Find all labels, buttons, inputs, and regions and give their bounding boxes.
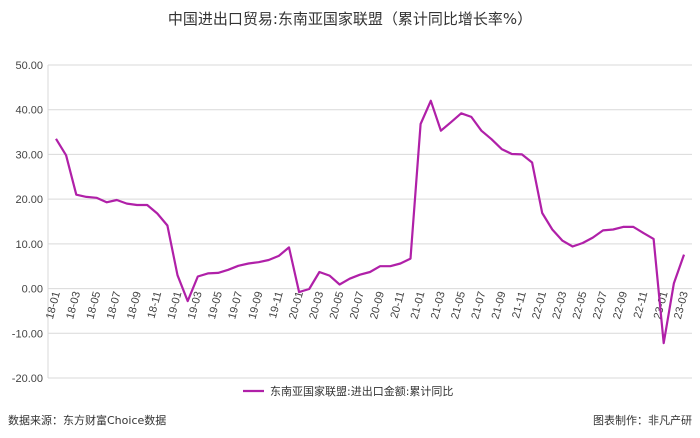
data-source: 数据来源：东方财富Choice数据 bbox=[8, 414, 167, 427]
x-tick-label: 22-07 bbox=[591, 290, 610, 320]
x-tick-label: 21-01 bbox=[409, 290, 428, 320]
y-tick-label: 50.00 bbox=[15, 60, 43, 72]
x-tick-label: 20-11 bbox=[389, 290, 408, 320]
x-tick-label: 20-05 bbox=[328, 290, 347, 320]
x-tick-label: 21-11 bbox=[510, 290, 529, 320]
series-line bbox=[55, 99, 686, 345]
chart-credit: 图表制作：非凡产研 bbox=[593, 414, 692, 427]
x-tick-label: 20-03 bbox=[307, 290, 326, 320]
x-tick-label: 20-07 bbox=[348, 290, 367, 320]
y-axis-ticks: 50.00 40.00 30.00 20.00 10.00 0.00 -10.00 -20.0… bbox=[12, 60, 43, 385]
x-tick-label: 21-05 bbox=[449, 290, 468, 320]
x-tick-label: 19-03 bbox=[186, 290, 205, 320]
x-tick-label: 18-03 bbox=[64, 290, 83, 320]
y-tick-label: 0.00 bbox=[22, 284, 43, 296]
x-tick-label: 21-07 bbox=[469, 290, 488, 320]
x-tick-label: 22-09 bbox=[611, 290, 630, 320]
x-tick-label: 19-09 bbox=[247, 290, 266, 320]
chart-title: 中国进出口贸易:东南亚国家联盟（累计同比增长率%） bbox=[167, 10, 533, 28]
x-tick-label: 18-11 bbox=[146, 290, 165, 320]
x-tick-label: 23-03 bbox=[672, 290, 691, 320]
x-tick-label: 20-09 bbox=[368, 290, 387, 320]
x-tick-label: 22-01 bbox=[530, 290, 549, 320]
x-tick-label: 20-01 bbox=[287, 290, 306, 320]
y-tick-label: 10.00 bbox=[15, 239, 43, 251]
y-tick-label: -20.00 bbox=[12, 373, 43, 385]
y-tick-label: -10.00 bbox=[12, 328, 43, 340]
x-tick-label: 22-05 bbox=[571, 290, 590, 320]
x-tick-label: 19-07 bbox=[226, 290, 245, 320]
gridlines bbox=[47, 64, 692, 379]
x-tick-label: 19-05 bbox=[206, 290, 225, 320]
x-tick-label: 22-03 bbox=[550, 290, 569, 320]
x-tick-label: 18-01 bbox=[44, 290, 63, 320]
x-axis-ticks: 18-01 18-03 18-05 18-07 18-09 18-11 19-01 19-03… bbox=[44, 290, 691, 320]
x-tick-label: 19-11 bbox=[267, 290, 286, 320]
x-tick-label: 22-11 bbox=[632, 290, 651, 320]
y-tick-label: 20.00 bbox=[15, 194, 43, 206]
x-tick-label: 21-09 bbox=[490, 290, 509, 320]
x-tick-label: 18-09 bbox=[125, 290, 144, 320]
legend-label: 东南亚国家联盟:进出口金额:累计同比 bbox=[270, 384, 453, 398]
x-tick-label: 19-01 bbox=[166, 290, 185, 320]
y-tick-label: 30.00 bbox=[15, 149, 43, 161]
legend: 东南亚国家联盟:进出口金额:累计同比 bbox=[243, 384, 453, 398]
y-tick-label: 40.00 bbox=[15, 105, 43, 117]
x-tick-label: 21-03 bbox=[429, 290, 448, 320]
x-tick-label: 18-07 bbox=[105, 290, 124, 320]
series-lines bbox=[55, 99, 686, 345]
x-tick-label: 18-05 bbox=[85, 290, 104, 320]
